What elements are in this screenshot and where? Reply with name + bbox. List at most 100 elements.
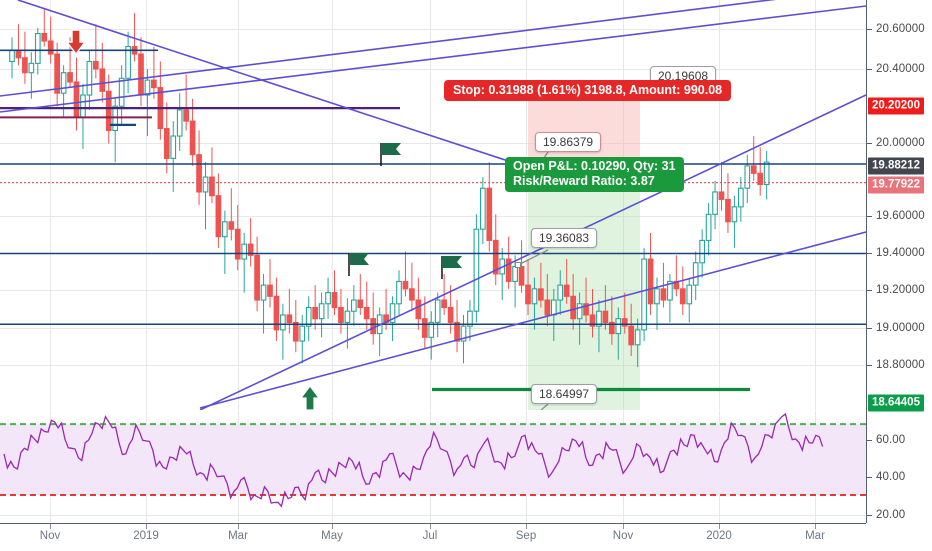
time-tick bbox=[50, 524, 51, 529]
flag-marker-1[interactable] bbox=[378, 141, 404, 172]
time-tick-label: Mar bbox=[805, 530, 825, 542]
flag-marker-2[interactable] bbox=[346, 251, 372, 282]
candle-body bbox=[312, 306, 319, 320]
candle-body bbox=[512, 265, 518, 282]
candle-body bbox=[67, 72, 73, 83]
rsi-pane[interactable] bbox=[0, 411, 866, 523]
price-tick-label: 20.60000 bbox=[876, 23, 925, 35]
candle-body bbox=[654, 288, 660, 305]
time-tick-label: Sep bbox=[515, 530, 537, 542]
price-tick bbox=[867, 290, 872, 291]
candle-body bbox=[93, 60, 99, 70]
candle-body bbox=[99, 68, 106, 92]
time-tick-label: Nov bbox=[612, 530, 634, 542]
candle-body bbox=[460, 325, 467, 342]
price-tick bbox=[867, 69, 872, 70]
candle-body bbox=[641, 258, 647, 331]
candle-body bbox=[41, 32, 48, 42]
candle-body bbox=[22, 57, 28, 74]
candle-body bbox=[576, 303, 583, 320]
candle-body bbox=[750, 165, 757, 174]
time-tick-label: Mar bbox=[228, 530, 248, 542]
candle-body bbox=[170, 135, 177, 159]
price-tick-label: 19.60000 bbox=[876, 210, 925, 222]
candle-body bbox=[183, 109, 190, 122]
time-tick bbox=[332, 524, 333, 529]
grid-line-h bbox=[0, 29, 866, 30]
grid-line-h bbox=[0, 515, 866, 516]
candle-body bbox=[492, 239, 499, 275]
price-tick-label: 20.40000 bbox=[876, 63, 925, 75]
leader-handle bbox=[515, 262, 521, 268]
flag-marker-3[interactable] bbox=[439, 254, 465, 285]
stop-info-banner[interactable]: Stop: 0.31988 (1.61%) 3198.8, Amount: 99… bbox=[444, 80, 732, 102]
leader-line bbox=[540, 403, 549, 410]
candle-body bbox=[338, 306, 344, 323]
grid-line-v bbox=[526, 0, 527, 410]
candle-body bbox=[705, 213, 712, 241]
candle-body bbox=[479, 187, 486, 230]
candle-body bbox=[86, 60, 93, 96]
candle-body bbox=[15, 49, 22, 59]
candle-body bbox=[357, 299, 364, 309]
candle-body bbox=[596, 310, 602, 327]
time-tick bbox=[430, 524, 431, 529]
rsi-line bbox=[3, 412, 824, 508]
candle-body bbox=[692, 262, 699, 286]
candle-body bbox=[370, 318, 377, 335]
candle-body bbox=[151, 79, 157, 89]
candle-body bbox=[737, 187, 744, 208]
pnl-info-banner[interactable]: Open P&L: 0.10290, Qty: 31 Risk/Reward R… bbox=[505, 157, 684, 192]
sell-arrow-marker[interactable] bbox=[65, 29, 87, 60]
time-axis[interactable]: Nov 2019 Mar May Jul Sep Nov 2020 Mar bbox=[0, 523, 866, 551]
trend-line bbox=[199, 231, 866, 409]
candle-body bbox=[447, 306, 454, 323]
candle-body bbox=[163, 128, 170, 159]
time-tick-label: 2019 bbox=[133, 530, 159, 542]
candle-body bbox=[60, 72, 67, 94]
target-price-badge[interactable]: 18.64405 bbox=[868, 394, 924, 412]
last-price-badge[interactable]: 19.88212 bbox=[868, 157, 924, 175]
candle-body bbox=[267, 284, 273, 297]
candle-body bbox=[363, 306, 370, 320]
candle-series bbox=[9, 9, 770, 368]
price-axis[interactable]: 20.60000 20.40000 20.00000 19.60000 19.40000… bbox=[866, 0, 932, 523]
price-tick bbox=[867, 143, 872, 144]
candle-body bbox=[202, 176, 209, 193]
stop-zone-callout[interactable]: 19.86379 bbox=[535, 132, 602, 152]
stop-price-badge[interactable]: 20.20200 bbox=[868, 97, 924, 115]
buy-arrow-marker[interactable] bbox=[299, 385, 321, 410]
target-level-callout[interactable]: 18.64997 bbox=[531, 384, 598, 404]
candle-body bbox=[215, 195, 222, 238]
candle-body bbox=[531, 288, 538, 305]
candle-body bbox=[583, 303, 589, 316]
candle-body bbox=[570, 295, 576, 320]
candle-body bbox=[757, 172, 764, 186]
candle-body bbox=[518, 265, 525, 286]
candle-body bbox=[699, 239, 705, 264]
candle-body bbox=[299, 325, 306, 342]
candle-body bbox=[318, 303, 325, 320]
candle-body bbox=[222, 221, 228, 238]
grid-line-h bbox=[0, 143, 866, 144]
trend-line bbox=[0, 5, 866, 113]
price-tick bbox=[867, 29, 872, 30]
candle-body bbox=[331, 292, 338, 309]
time-tick bbox=[238, 524, 239, 529]
time-tick bbox=[815, 524, 816, 529]
trend-line bbox=[17, 0, 561, 179]
entry-price-badge[interactable]: 19.77922 bbox=[868, 176, 924, 194]
candle-body bbox=[176, 109, 183, 137]
grid-line-h bbox=[0, 216, 866, 217]
candle-body bbox=[505, 258, 512, 282]
grid-line-v bbox=[430, 0, 431, 410]
entry-level-callout[interactable]: 19.36083 bbox=[531, 228, 598, 248]
candle-body bbox=[712, 191, 718, 215]
price-pane[interactable] bbox=[0, 0, 866, 410]
trend-lines bbox=[0, 0, 866, 410]
candle-body bbox=[286, 314, 293, 323]
price-tick bbox=[867, 328, 872, 329]
candle-body bbox=[344, 310, 351, 323]
grid-line-h bbox=[0, 69, 866, 70]
